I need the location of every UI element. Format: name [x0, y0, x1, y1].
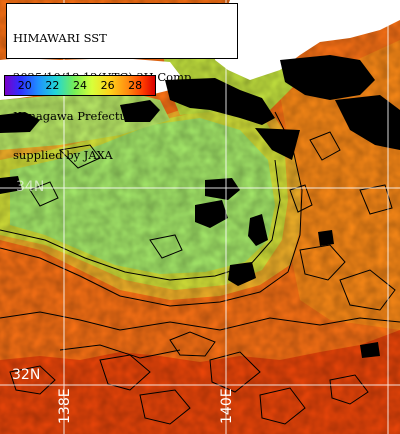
map-header: HIMAWARI SST 2025/10/18 12(UTC) 3H Comp.…	[6, 3, 238, 162]
header-region: Kanagawa Prefecture	[13, 109, 140, 123]
header-source: supplied by JAXA	[13, 148, 113, 162]
land-north	[215, 0, 400, 80]
lon-label-138e: 138E	[57, 388, 73, 424]
lat-label-34n: 34N	[16, 179, 45, 195]
lon-label-140e: 140E	[219, 388, 235, 424]
lat-label-32n: 32N	[12, 367, 41, 383]
colorbar-tick-22: 22	[45, 79, 60, 92]
header-title: HIMAWARI SST	[13, 31, 107, 45]
colorbar-tick-24: 24	[72, 79, 87, 92]
cloud-mask	[0, 55, 400, 358]
temperature-colorbar: 20 22 24 26 28	[4, 75, 156, 96]
colorbar-tick-26: 26	[100, 79, 115, 92]
sst-contours	[0, 111, 400, 425]
colorbar-tick-28: 28	[128, 79, 143, 92]
colorbar-tick-20: 20	[17, 79, 32, 92]
